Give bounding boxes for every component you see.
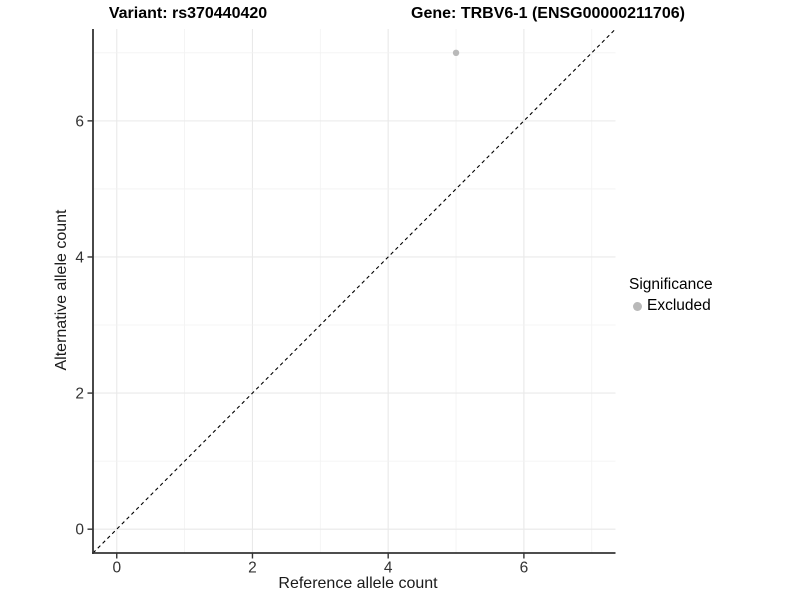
legend-title: Significance	[629, 276, 713, 293]
data-point	[452, 49, 460, 57]
plot-title-gene: Gene: TRBV6-1 (ENSG00000211706)	[411, 5, 685, 22]
y-tick-label: 2	[75, 386, 84, 403]
y-tick-label: 6	[75, 113, 84, 130]
y-axis-label: Alternative allele count	[53, 209, 70, 371]
x-tick-label: 4	[384, 560, 393, 577]
y-tick-label: 0	[75, 522, 84, 539]
legend-point-swatch-icon	[633, 301, 642, 311]
y-tick-label: 4	[75, 249, 84, 266]
x-axis-label: Reference allele count	[278, 575, 438, 592]
identity-line	[92, 28, 616, 554]
legend-item-label: Excluded	[647, 297, 711, 314]
x-tick-label: 6	[520, 560, 529, 577]
x-tick-label: 2	[248, 560, 257, 577]
legend-item: Excluded	[633, 297, 713, 315]
legend: Significance Excluded	[629, 276, 713, 315]
x-tick-label: 0	[112, 560, 121, 577]
plot-title-variant: Variant: rs370440420	[108, 5, 268, 22]
